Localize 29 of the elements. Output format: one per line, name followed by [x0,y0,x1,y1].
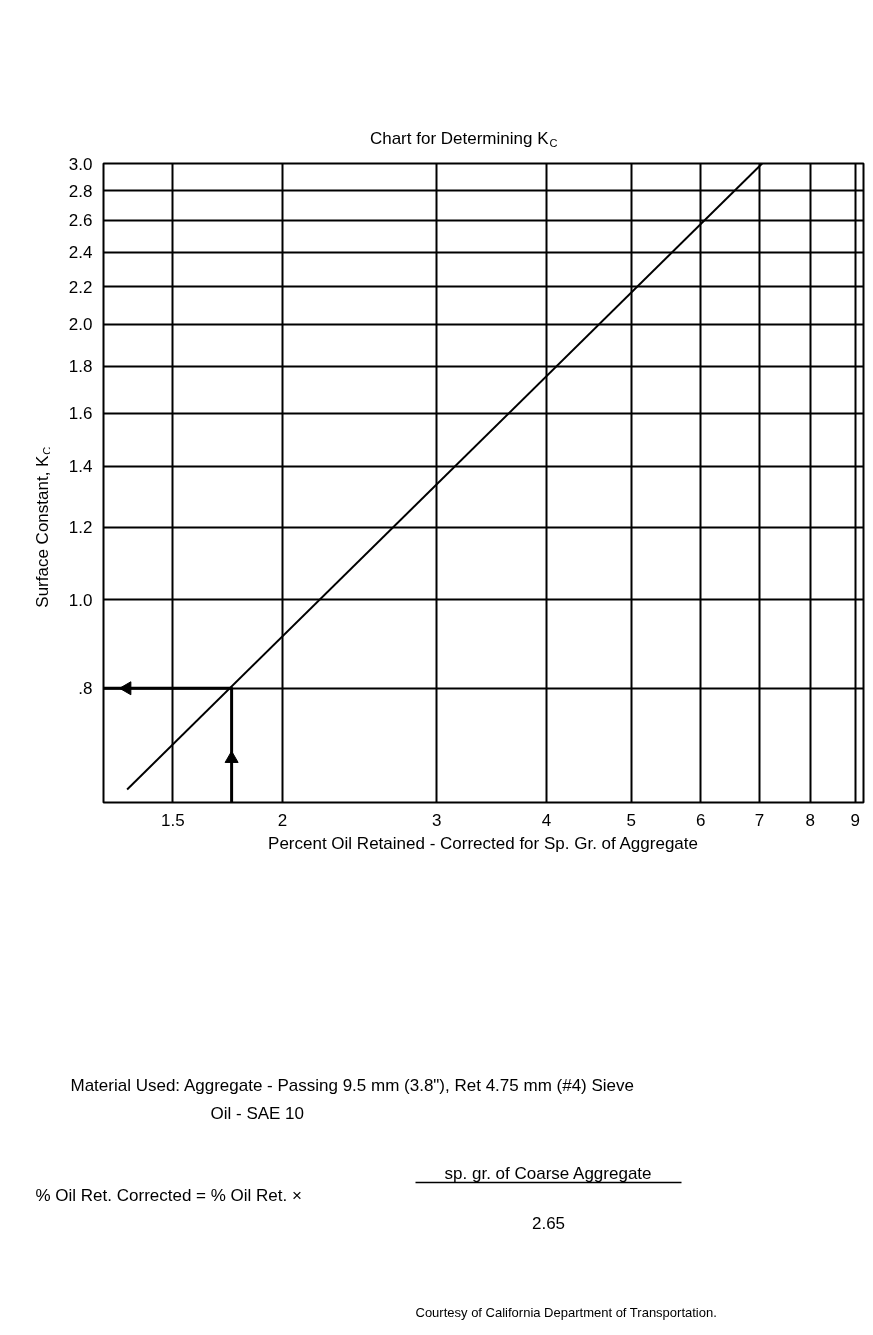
x-tick-label: 2 [277,810,288,830]
y-tick-label: 2.4 [68,243,93,263]
x-tick-label: 8 [805,810,816,830]
y-tick-label: 2.0 [68,315,93,335]
y-tick-label: 3.0 [68,154,93,174]
x-axis-title: Percent Oil Retained - Corrected for Sp. Gr. of Aggregate [268,833,699,853]
y-axis-title: Surface Constant, KC [33,446,53,608]
y-tick-label: 1.6 [68,404,93,424]
y-tick-label: 1.0 [68,590,93,610]
x-tick-label: 3 [432,810,442,830]
y-tick-label: 2.8 [68,181,93,201]
x-tick-label: 4 [541,810,552,830]
text: 2.65 [531,1213,566,1233]
text: % Oil Ret. Corrected = % Oil Ret. × [35,1186,302,1205]
text: Oil - SAE 10 [210,1104,305,1123]
x-tick-label: 9 [850,810,860,830]
y-tick-label: 1.8 [68,357,93,377]
x-tick-label: 5 [626,810,637,830]
text: sp. gr. of Coarse Aggregate [444,1164,652,1183]
y-tick-label: 2.2 [68,277,93,297]
x-tick-label: 6 [696,810,706,830]
y-tick-label: 2.6 [68,211,93,231]
x-tick-label: 1.5 [161,810,185,830]
x-tick-label: 7 [754,810,765,830]
y-tick-label: 1.4 [68,457,93,477]
text: Courtesy of California Department of Transportation. [415,1305,717,1320]
y-tick-label: .8 [78,679,93,699]
text: Material Used: Aggregate - Passing 9.5 mm (3.8"), Ret 4.75 mm (#4) Sieve [70,1076,634,1095]
y-tick-label: 1.2 [68,518,93,538]
